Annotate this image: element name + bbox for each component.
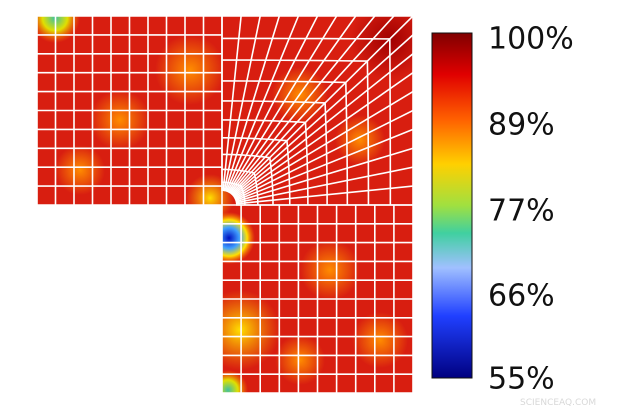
mesh-line	[221, 181, 246, 206]
mesh-line	[235, 185, 413, 205]
mesh-line	[234, 90, 413, 200]
mesh-line	[235, 128, 413, 202]
mesh-line	[221, 59, 370, 206]
mesh-line	[221, 153, 274, 206]
mesh-line	[227, 16, 338, 193]
colorbar-tick-label: 100%	[488, 22, 574, 57]
mesh-line	[232, 34, 413, 197]
mesh-line	[221, 137, 291, 206]
mesh-line	[235, 147, 413, 203]
mesh-line	[235, 166, 413, 204]
mesh-line	[231, 16, 413, 196]
colorbar	[431, 32, 473, 379]
mesh-line	[221, 168, 259, 206]
mesh-line	[229, 16, 376, 195]
colorbar-tick-label: 66%	[488, 279, 555, 314]
mesh-line	[225, 16, 300, 192]
mesh-line	[221, 100, 328, 206]
watermark: SCIENCEAQ.COM	[520, 398, 596, 408]
mesh-line	[232, 53, 413, 198]
heatmap	[37, 16, 413, 393]
mesh-line	[233, 72, 413, 199]
mesh-line	[226, 16, 319, 193]
mesh-line	[234, 109, 413, 201]
colorbar-tick-label: 77%	[488, 194, 555, 229]
mesh-line	[221, 37, 392, 206]
mesh-line	[223, 16, 261, 192]
mesh-line	[221, 119, 309, 206]
colorbar-tick-label: 55%	[488, 362, 555, 397]
mesh-line	[228, 16, 357, 194]
mesh	[37, 16, 413, 393]
mesh-line	[221, 80, 349, 206]
colorbar-tick-label: 89%	[488, 108, 555, 143]
mesh-line	[222, 16, 242, 192]
mesh-line	[224, 16, 281, 192]
mesh-line	[230, 16, 395, 195]
